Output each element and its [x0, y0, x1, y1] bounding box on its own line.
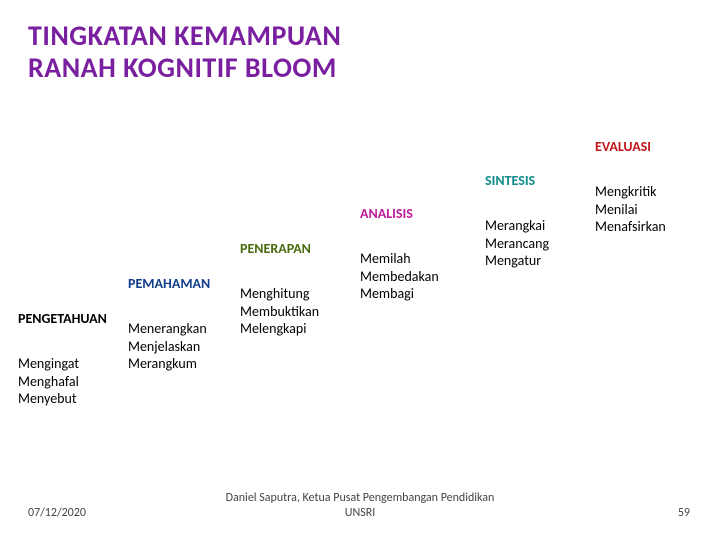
- list-item: Mengkritik: [595, 183, 695, 201]
- level-sintesis: SINTESIS Merangkai Merancang Mengatur: [485, 172, 585, 270]
- level-items-c6: Mengkritik Menilai Menafsirkan: [595, 183, 695, 236]
- title-line-1: TINGKATAN KEMAMPUAN: [28, 20, 341, 52]
- level-heading-c6: EVALUASI: [595, 138, 695, 155]
- list-item: Menerangkan: [128, 320, 228, 338]
- level-heading-c4: ANALISIS: [360, 205, 460, 222]
- list-item: Membuktikan: [240, 303, 340, 321]
- list-item: Mengingat: [18, 355, 118, 373]
- level-items-c5: Merangkai Merancang Mengatur: [485, 217, 585, 270]
- list-item: Menjelaskan: [128, 338, 228, 356]
- list-item: Menyebut: [18, 390, 118, 408]
- level-items-c4: Memilah Membedakan Membagi: [360, 250, 460, 303]
- level-heading-c1: PENGETAHUAN: [18, 310, 118, 327]
- level-penerapan: PENERAPAN Menghitung Membuktikan Melengk…: [240, 240, 340, 338]
- list-item: Menilai: [595, 201, 695, 219]
- list-item: Mengatur: [485, 252, 585, 270]
- list-item: Melengkapi: [240, 320, 340, 338]
- level-items-c1: Mengingat Menghafal Menyebut: [18, 355, 118, 408]
- list-item: Memilah: [360, 250, 460, 268]
- level-analisis: ANALISIS Memilah Membedakan Membagi: [360, 205, 460, 303]
- level-heading-c3: PENERAPAN: [240, 240, 340, 257]
- level-pemahaman: PEMAHAMAN Menerangkan Menjelaskan Merang…: [128, 275, 228, 373]
- list-item: Menghafal: [18, 373, 118, 391]
- list-item: Menghitung: [240, 285, 340, 303]
- level-pengetahuan: PENGETAHUAN Mengingat Menghafal Menyebut: [18, 310, 118, 408]
- list-item: Membedakan: [360, 268, 460, 286]
- title-line-2: RANAH KOGNITIF BLOOM: [28, 52, 341, 84]
- level-items-c3: Menghitung Membuktikan Melengkapi: [240, 285, 340, 338]
- footer-page-number: 59: [678, 506, 690, 520]
- slide-title: TINGKATAN KEMAMPUAN RANAH KOGNITIF BLOOM: [28, 20, 341, 84]
- list-item: Merancang: [485, 235, 585, 253]
- level-items-c2: Menerangkan Menjelaskan Merangkum: [128, 320, 228, 373]
- footer-center: Daniel Saputra, Ketua Pusat Pengembangan…: [210, 491, 510, 520]
- level-heading-c5: SINTESIS: [485, 172, 585, 189]
- list-item: Membagi: [360, 285, 460, 303]
- list-item: Merangkai: [485, 217, 585, 235]
- list-item: Menafsirkan: [595, 218, 695, 236]
- list-item: Merangkum: [128, 355, 228, 373]
- footer-date: 07/12/2020: [28, 506, 86, 520]
- level-evaluasi: EVALUASI Mengkritik Menilai Menafsirkan: [595, 138, 695, 236]
- level-heading-c2: PEMAHAMAN: [128, 275, 228, 292]
